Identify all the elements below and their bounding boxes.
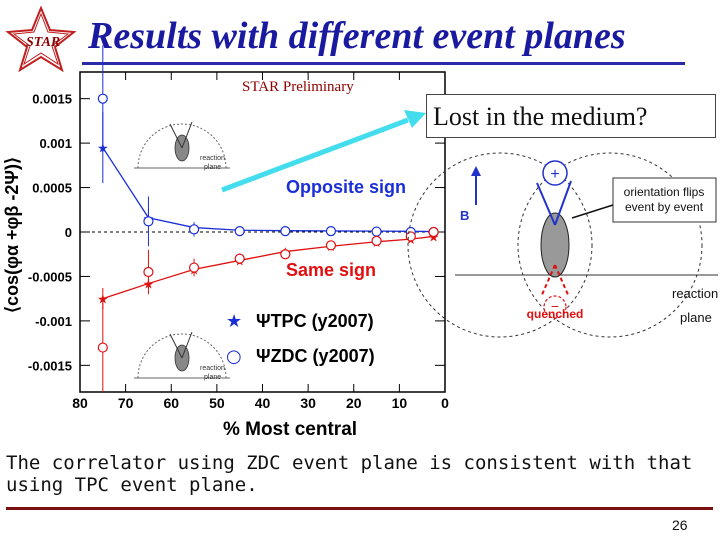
inset-bottom-label2: plane	[204, 374, 221, 381]
flip-note-text: event by event	[625, 200, 704, 214]
slide-title: Results with different event planes	[88, 15, 626, 57]
inset-top-arrow2	[181, 121, 193, 149]
caption-text: The correlator using ZDC event plane is …	[6, 452, 693, 496]
y-axis-label: ⟨cos(φα +φβ -2Ψ)⟩	[2, 157, 22, 313]
data-point-zdc-same	[280, 249, 291, 260]
legend-star-marker: ★	[226, 311, 242, 332]
bottom-rule	[6, 507, 713, 510]
reaction-label: reaction	[672, 286, 718, 301]
quenched-arrow-2	[554, 264, 570, 298]
inset-bottom-label1: reaction	[200, 365, 225, 372]
flip-note-pointer	[571, 204, 614, 219]
y-tick-label: -0.0005	[28, 269, 72, 284]
quenched-label: quenched	[527, 307, 584, 321]
inset-top-arrow1	[169, 123, 183, 149]
star-logo-icon	[5, 6, 77, 72]
opposite-sign-label: Opposite sign	[286, 177, 406, 197]
data-point-zdc-same	[188, 262, 200, 273]
b-field-label: B	[460, 208, 469, 223]
page-number: 26	[672, 517, 688, 533]
data-point-zdc-same	[371, 235, 382, 246]
data-point-zdc-same	[234, 253, 245, 264]
nucleus-left	[407, 152, 593, 338]
preliminary-label: STAR Preliminary	[242, 79, 354, 95]
legend-circle-marker: ○	[226, 346, 242, 367]
y-tick-label: -0.001	[35, 314, 72, 329]
data-point-zdc-same	[143, 266, 154, 278]
flip-note-text: orientation flips	[624, 185, 705, 199]
plane-label: plane	[680, 310, 712, 325]
data-point-zdc-opposite	[280, 226, 291, 237]
x-axis-label: % Most central	[223, 419, 357, 440]
minus-charge-label: −	[551, 298, 559, 314]
callout-box: Lost in the medium?	[426, 94, 716, 138]
title-rule	[82, 62, 685, 65]
callout-arrow-head	[404, 110, 426, 128]
y-tick-label: 0.0015	[32, 92, 72, 107]
legend-tpc-label: ΨTPC (y2007)	[256, 311, 374, 331]
callout-arrow-line	[221, 117, 409, 193]
minus-charge-circle	[543, 295, 567, 319]
x-tick-label: 70	[118, 395, 134, 411]
flip-note-box	[612, 177, 717, 223]
x-tick-label: 50	[209, 395, 225, 411]
inset-top-arc	[137, 123, 227, 169]
same-sign-label: Same sign	[286, 260, 376, 280]
y-tick-label: -0.0015	[28, 358, 72, 373]
positive-arrow-2	[554, 180, 572, 226]
y-tick-label: 0.0005	[32, 181, 72, 196]
data-point-zdc-same	[405, 231, 416, 242]
fireball	[540, 212, 570, 278]
inset-bottom-arrow1	[169, 333, 183, 359]
inset-bottom-arrow2	[181, 331, 193, 359]
x-tick-label: 20	[346, 395, 362, 411]
data-point-zdc-opposite	[143, 216, 154, 227]
star-logo: STAR	[2, 6, 80, 72]
plus-charge-label: +	[550, 166, 559, 183]
x-tick-label: 0	[441, 395, 449, 411]
data-point-zdc-opposite	[188, 224, 200, 235]
data-point-zdc-same	[428, 226, 439, 238]
inset-top-label1: reaction	[200, 155, 225, 162]
data-point-zdc-opposite	[234, 226, 245, 237]
logo-text: STAR	[26, 35, 61, 50]
y-tick-label: 0.001	[39, 136, 72, 151]
x-tick-label: 60	[163, 395, 179, 411]
b-field-arrowhead	[471, 166, 481, 176]
data-point-zdc-same	[325, 240, 337, 251]
quenched-arrow-1	[540, 264, 556, 298]
legend-zdc-label: ΨZDC (y2007)	[256, 346, 375, 366]
data-point-zdc-opposite	[325, 226, 337, 237]
plus-charge-circle	[542, 160, 568, 186]
data-point-zdc-opposite	[97, 93, 108, 104]
data-point-tpc-same: ★	[97, 293, 109, 308]
data-point-tpc-same: ★	[428, 230, 440, 245]
data-point-zdc-same	[97, 342, 108, 353]
nucleus-right	[517, 152, 703, 338]
x-tick-label: 80	[72, 395, 88, 411]
data-point-zdc-opposite	[371, 226, 382, 237]
inset-top-label2: plane	[204, 164, 221, 171]
inset-bottom-arc	[137, 333, 227, 379]
positive-arrow-1	[536, 182, 556, 226]
y-tick-label: 0	[65, 225, 72, 240]
x-tick-label: 10	[392, 395, 408, 411]
x-tick-label: 40	[255, 395, 271, 411]
x-tick-label: 30	[300, 395, 316, 411]
